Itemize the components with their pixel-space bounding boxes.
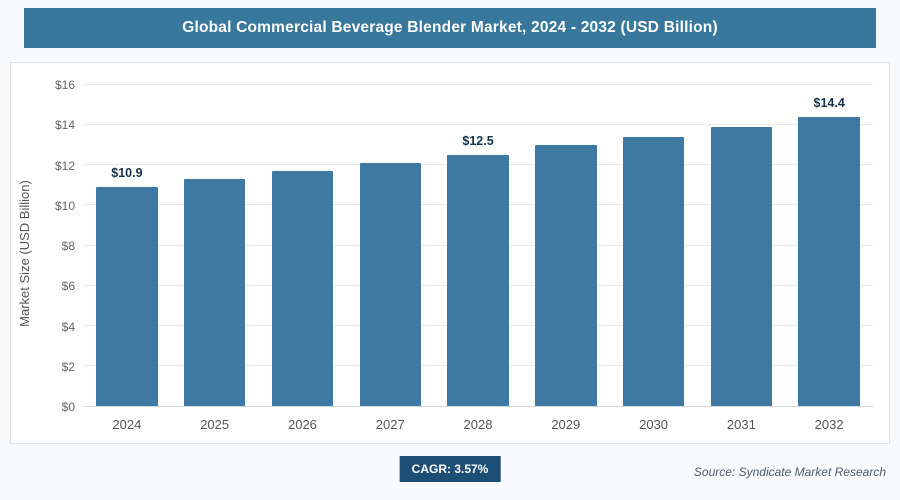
x-tick-label-2029: 2029 bbox=[551, 417, 581, 432]
bar-2032: $14.4 bbox=[798, 96, 860, 406]
x-tick-label-2031: 2031 bbox=[726, 417, 756, 432]
y-tick-label: $14 bbox=[54, 118, 75, 133]
y-tick-label: $2 bbox=[61, 359, 75, 374]
x-axis: 2024 2025 2026 2027 2028 2029 2030 2031 2032 bbox=[37, 407, 873, 437]
bar-2025 bbox=[183, 179, 246, 406]
bar-2029 bbox=[535, 145, 597, 406]
bar-value-label-2032: $14.4 bbox=[813, 96, 845, 111]
bar-cell-2025 bbox=[171, 85, 259, 406]
x-axis-labels: 2024 2025 2026 2027 2028 2029 2030 2031 2032 bbox=[83, 407, 873, 437]
x-tick-label-2024: 2024 bbox=[112, 417, 142, 432]
y-tick-label: $0 bbox=[61, 400, 75, 414]
x-tick-label-2025: 2025 bbox=[200, 417, 230, 432]
y-tick-label: $12 bbox=[54, 158, 75, 173]
y-axis-title: Market Size (USD Billion) bbox=[16, 179, 32, 327]
bar-cell-2024: $10.9 bbox=[83, 85, 171, 406]
y-tick-label: $16 bbox=[54, 78, 75, 92]
x-tick-label-2028: 2028 bbox=[463, 417, 493, 432]
x-axis-spacer bbox=[37, 407, 83, 437]
footer: CAGR: 3.57% Source: Syndicate Market Res… bbox=[0, 454, 900, 494]
y-axis: $0 $2 $4 $6 $8 $10 $12 $14 $16 bbox=[37, 78, 83, 414]
bar-cell-2027 bbox=[346, 85, 434, 406]
bar-cell-2029 bbox=[522, 85, 610, 406]
bar-2024: $10.9 bbox=[96, 166, 158, 406]
chart-panel: Market Size (USD Billion) $0 $2 $4 $6 $8 $10 $… bbox=[10, 62, 890, 444]
chart-body: $0 $2 $4 $6 $8 $10 $12 $14 $16 $10.9 $12.5 $14.4 2… bbox=[37, 63, 889, 443]
x-tick-label-2027: 2027 bbox=[375, 417, 405, 432]
y-axis-title-column: Market Size (USD Billion) bbox=[11, 63, 37, 443]
plot-row: $0 $2 $4 $6 $8 $10 $12 $14 $16 $10.9 $12.5 $14.4 bbox=[37, 78, 873, 414]
x-tick-label-2026: 2026 bbox=[287, 417, 317, 432]
gridline bbox=[83, 84, 873, 85]
cagr-badge: CAGR: 3.57% bbox=[399, 456, 501, 482]
y-tick-label: $6 bbox=[61, 279, 75, 294]
bar-2031 bbox=[710, 127, 773, 406]
bars-row: $10.9 $12.5 $14.4 bbox=[83, 85, 873, 406]
x-tick-label-2032: 2032 bbox=[814, 417, 844, 432]
bar-cell-2032: $14.4 bbox=[785, 85, 873, 406]
bar-2030 bbox=[622, 137, 685, 406]
gridline bbox=[83, 124, 873, 126]
source-note: Source: Syndicate Market Research bbox=[693, 465, 886, 479]
y-tick-label: $8 bbox=[61, 239, 75, 253]
chart-title-banner: Global Commercial Beverage Blender Marke… bbox=[24, 8, 876, 48]
bar-cell-2028: $12.5 bbox=[434, 85, 522, 406]
bar-value-label-2028: $12.5 bbox=[462, 134, 494, 149]
plot-area: $10.9 $12.5 $14.4 bbox=[83, 84, 873, 407]
y-tick-label: $10 bbox=[54, 198, 75, 213]
chart-title: Global Commercial Beverage Blender Marke… bbox=[182, 19, 718, 36]
bar-2026 bbox=[271, 171, 334, 406]
bar-cell-2031 bbox=[697, 85, 785, 406]
bar-2027 bbox=[359, 163, 421, 406]
bar-value-label-2024: $10.9 bbox=[111, 166, 143, 181]
bar-cell-2030 bbox=[610, 85, 698, 406]
x-tick-label-2030: 2030 bbox=[639, 417, 669, 432]
y-tick-label: $4 bbox=[61, 319, 75, 334]
bar-cell-2026 bbox=[259, 85, 347, 406]
bar-2028: $12.5 bbox=[447, 134, 509, 406]
